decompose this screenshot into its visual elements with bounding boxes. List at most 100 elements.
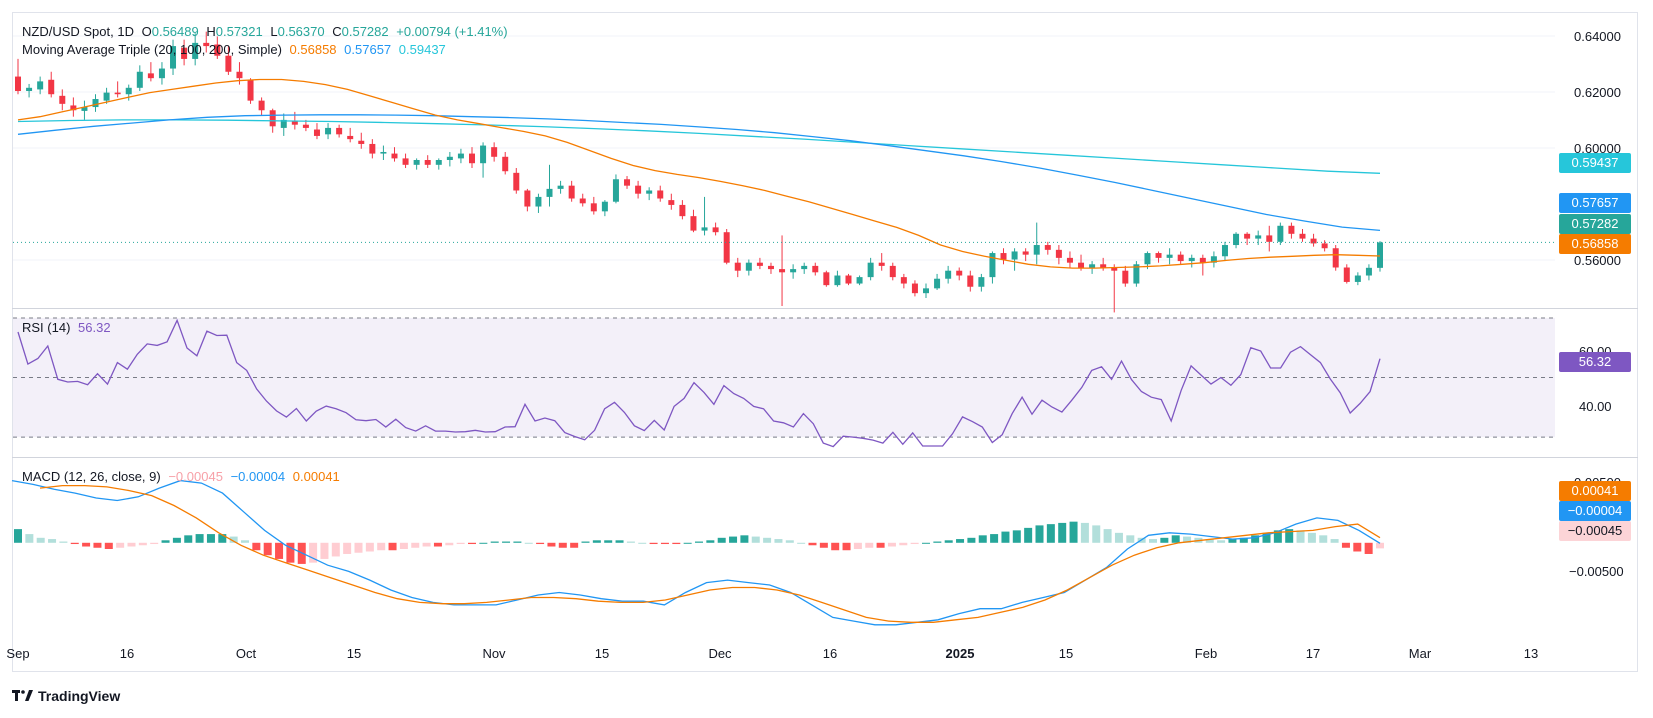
ma-title[interactable]: Moving Average Triple (20, 100, 200, Sim…	[22, 42, 282, 57]
rsi-value: 56.32	[78, 320, 111, 335]
time-tick: Nov	[482, 646, 506, 661]
candle-body	[1078, 262, 1085, 268]
rsi-legend: RSI (14) 56.32	[22, 320, 115, 336]
macd-histogram-bar	[899, 542, 908, 546]
macd-histogram-bar	[172, 537, 181, 543]
candle-body	[524, 190, 531, 207]
macd-histogram-bar	[1307, 532, 1316, 543]
macd-histogram-bar	[1183, 536, 1192, 543]
candle-body	[313, 129, 320, 136]
macd-histogram-bar	[797, 542, 806, 544]
symbol-label[interactable]: NZD/USD Spot, 1D	[22, 24, 134, 39]
rsi-title[interactable]: RSI (14)	[22, 320, 71, 335]
candle-body	[491, 147, 498, 157]
macd-histogram-bar	[1364, 542, 1373, 554]
candle-body	[214, 44, 221, 56]
candle-body	[125, 87, 132, 95]
candle-body	[867, 262, 874, 278]
macd-histogram-bar	[763, 537, 772, 543]
macd-histogram-bar	[25, 534, 34, 543]
candle-body	[834, 275, 841, 286]
candle-body	[502, 156, 509, 172]
macd-histogram-bar	[887, 542, 896, 547]
candle-body	[878, 262, 885, 266]
high-value: 0.57321	[215, 24, 263, 39]
rsi-badge: 56.32	[1559, 352, 1631, 372]
macd-histogram-bar	[320, 542, 329, 559]
macd-histogram-bar	[978, 535, 987, 543]
candle-body	[59, 95, 66, 104]
candle-body	[646, 190, 653, 194]
candle-body	[1166, 254, 1173, 258]
change-value: +0.00794 (+1.41%)	[396, 24, 508, 39]
candle-body	[114, 92, 121, 95]
candle-body	[690, 216, 697, 231]
candle-body	[1288, 225, 1295, 234]
price-tick: 0.56000	[1574, 253, 1621, 268]
time-tick: 15	[1058, 646, 1074, 661]
macd-histogram-bar	[570, 542, 579, 548]
macd-histogram-bar	[161, 540, 170, 543]
candle-body	[236, 71, 243, 79]
macd-histogram-bar	[695, 541, 703, 543]
rsi-line	[17, 318, 1381, 448]
candle-body	[635, 185, 642, 194]
macd-histogram-bar	[331, 542, 340, 557]
macd-histogram-bar	[831, 542, 840, 551]
macd-histogram-bar	[1092, 525, 1101, 543]
candle-body	[679, 204, 686, 217]
candle-body	[37, 81, 44, 90]
high-label: H	[206, 24, 216, 39]
time-tick: Feb	[1194, 646, 1218, 661]
candle-body	[1210, 256, 1217, 263]
macd-tick: −0.00500	[1569, 564, 1624, 579]
macd-histogram-bar	[82, 542, 91, 547]
macd-histogram-bar	[479, 542, 488, 544]
candle-body	[1044, 245, 1051, 250]
candle-body	[779, 269, 786, 273]
macd-histogram-bar	[1001, 531, 1010, 543]
time-tick: 16	[822, 646, 838, 661]
candle-body	[1233, 233, 1240, 246]
macd-histogram-bar	[1058, 522, 1067, 543]
macd-histogram-bar	[876, 542, 885, 548]
macd-histogram-bar	[206, 534, 215, 543]
candle-body	[147, 73, 154, 79]
macd-histogram-bar	[93, 542, 102, 548]
candle-body	[967, 275, 974, 287]
open-value: 0.56489	[151, 24, 199, 39]
candle-body	[590, 203, 597, 212]
candle-body	[557, 185, 564, 189]
candle-body	[1133, 264, 1140, 284]
macd-histogram-bar	[184, 535, 193, 543]
macd-histogram-bar	[59, 541, 68, 543]
macd-histogram-bar	[524, 542, 533, 544]
macd-histogram-bar	[819, 542, 828, 548]
candle-body	[325, 127, 332, 135]
candle-body	[424, 160, 431, 165]
candle-body	[701, 227, 708, 231]
tradingview-brand[interactable]: TradingView	[12, 688, 120, 704]
pane-separator[interactable]	[12, 457, 1638, 458]
macd-histogram-bar	[422, 542, 431, 547]
candle-body	[380, 151, 387, 154]
candle-body	[192, 42, 199, 59]
candle-body	[15, 76, 21, 92]
candle-body	[369, 143, 376, 154]
macd-histogram-bar	[1012, 530, 1021, 543]
candle-body	[446, 156, 453, 160]
candle-body	[745, 262, 752, 271]
candle-body	[136, 71, 143, 88]
pane-separator[interactable]	[12, 308, 1638, 309]
macd-histogram-bar	[1126, 535, 1135, 543]
candle-body	[203, 42, 210, 47]
candle-body	[92, 99, 99, 108]
macd-histogram-bar	[649, 542, 658, 545]
macd-histogram-bar	[1296, 530, 1305, 543]
macd-title[interactable]: MACD (12, 26, close, 9)	[22, 469, 161, 484]
macd-histogram-bar	[127, 542, 136, 547]
macd-histogram-bar	[365, 542, 374, 552]
candle-body	[790, 269, 797, 273]
time-tick: Mar	[1408, 646, 1432, 661]
